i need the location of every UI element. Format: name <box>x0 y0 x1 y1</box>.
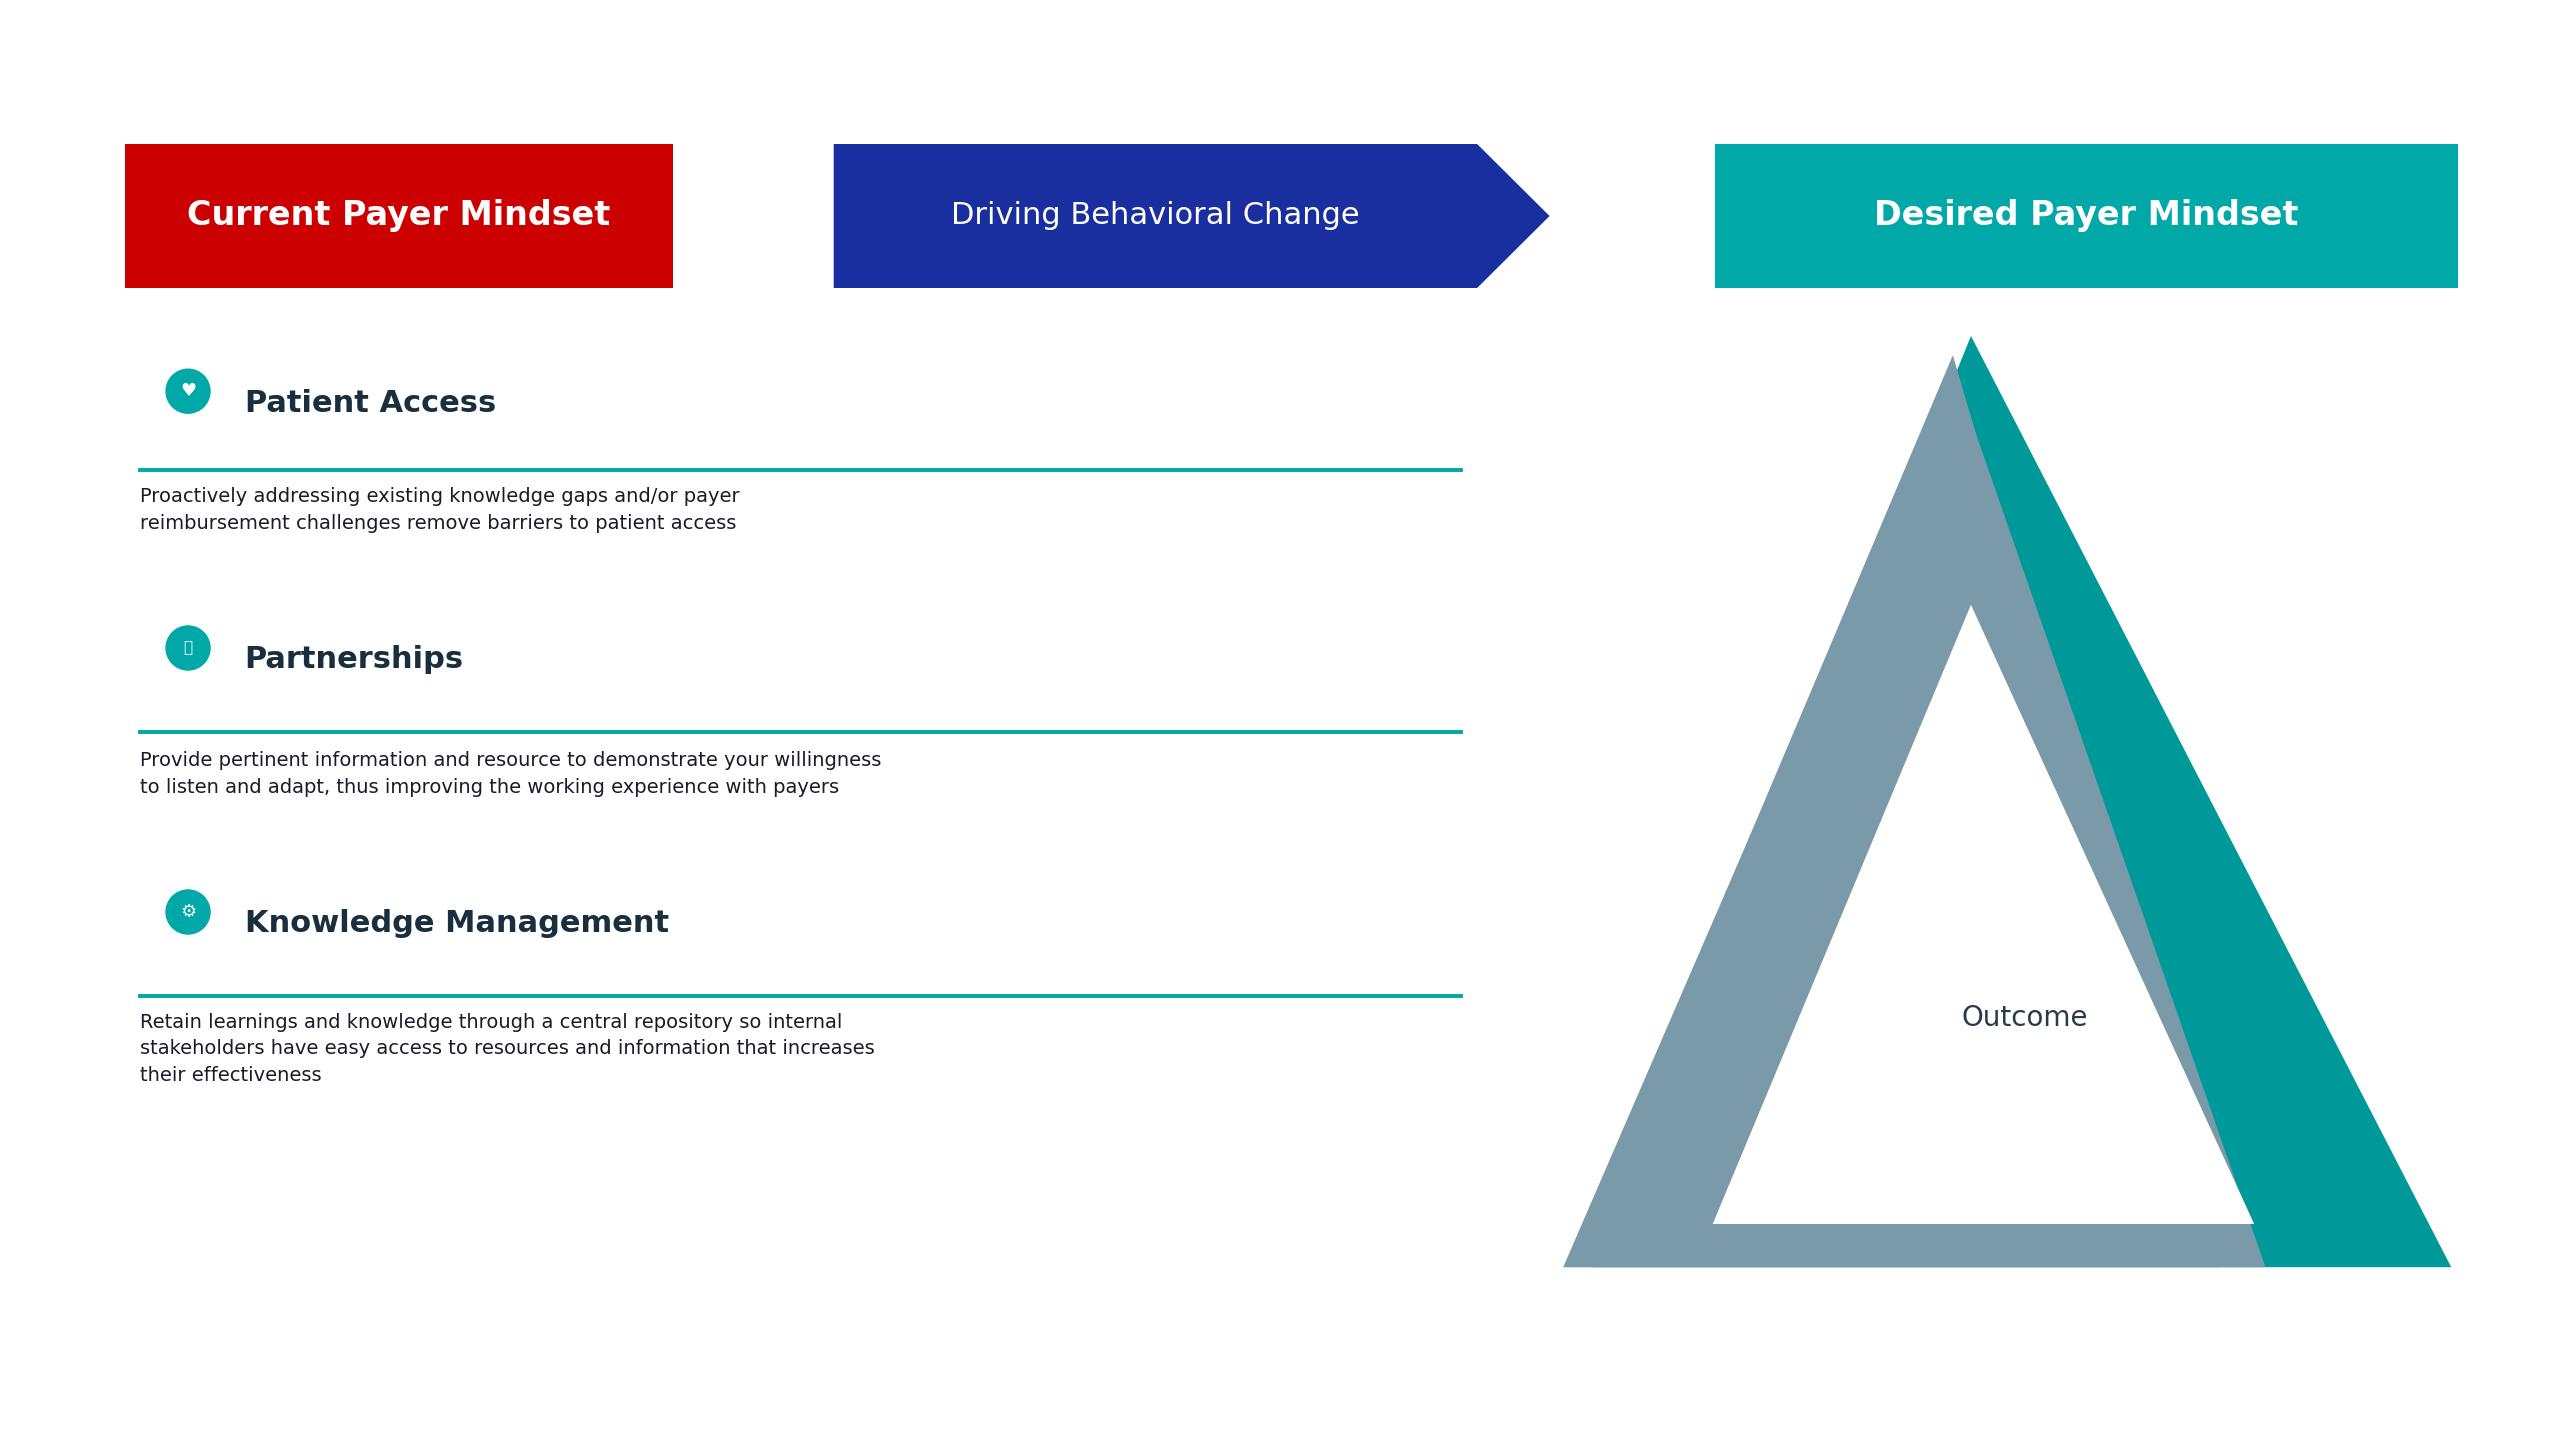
Circle shape <box>166 890 210 935</box>
Polygon shape <box>1564 367 2266 1267</box>
Polygon shape <box>835 144 1549 288</box>
FancyBboxPatch shape <box>125 144 673 288</box>
Circle shape <box>166 369 210 413</box>
Text: 🤝: 🤝 <box>184 641 192 655</box>
Text: Current Payer Mindset: Current Payer Mindset <box>187 200 609 232</box>
Text: Provide pertinent information and resource to demonstrate your willingness
to li: Provide pertinent information and resour… <box>141 752 881 796</box>
Text: Desired Payer Mindset: Desired Payer Mindset <box>1874 200 2299 232</box>
Polygon shape <box>1592 336 2452 1267</box>
Text: Proactively addressing existing knowledge gaps and/or payer
reimbursement challe: Proactively addressing existing knowledg… <box>141 487 740 533</box>
Text: ♥: ♥ <box>179 382 197 400</box>
Circle shape <box>166 626 210 670</box>
Text: Partnerships: Partnerships <box>246 645 463 674</box>
Polygon shape <box>1567 356 2220 1267</box>
Text: ⚙: ⚙ <box>179 903 197 922</box>
Polygon shape <box>1713 605 2255 1224</box>
Text: Driving Behavioral Change: Driving Behavioral Change <box>952 202 1359 230</box>
Text: Knowledge Management: Knowledge Management <box>246 910 668 939</box>
Text: Outcome: Outcome <box>1961 1004 2089 1031</box>
FancyBboxPatch shape <box>1715 144 2458 288</box>
Text: Patient Access: Patient Access <box>246 389 497 418</box>
Text: Retain learnings and knowledge through a central repository so internal
stakehol: Retain learnings and knowledge through a… <box>141 1012 876 1084</box>
